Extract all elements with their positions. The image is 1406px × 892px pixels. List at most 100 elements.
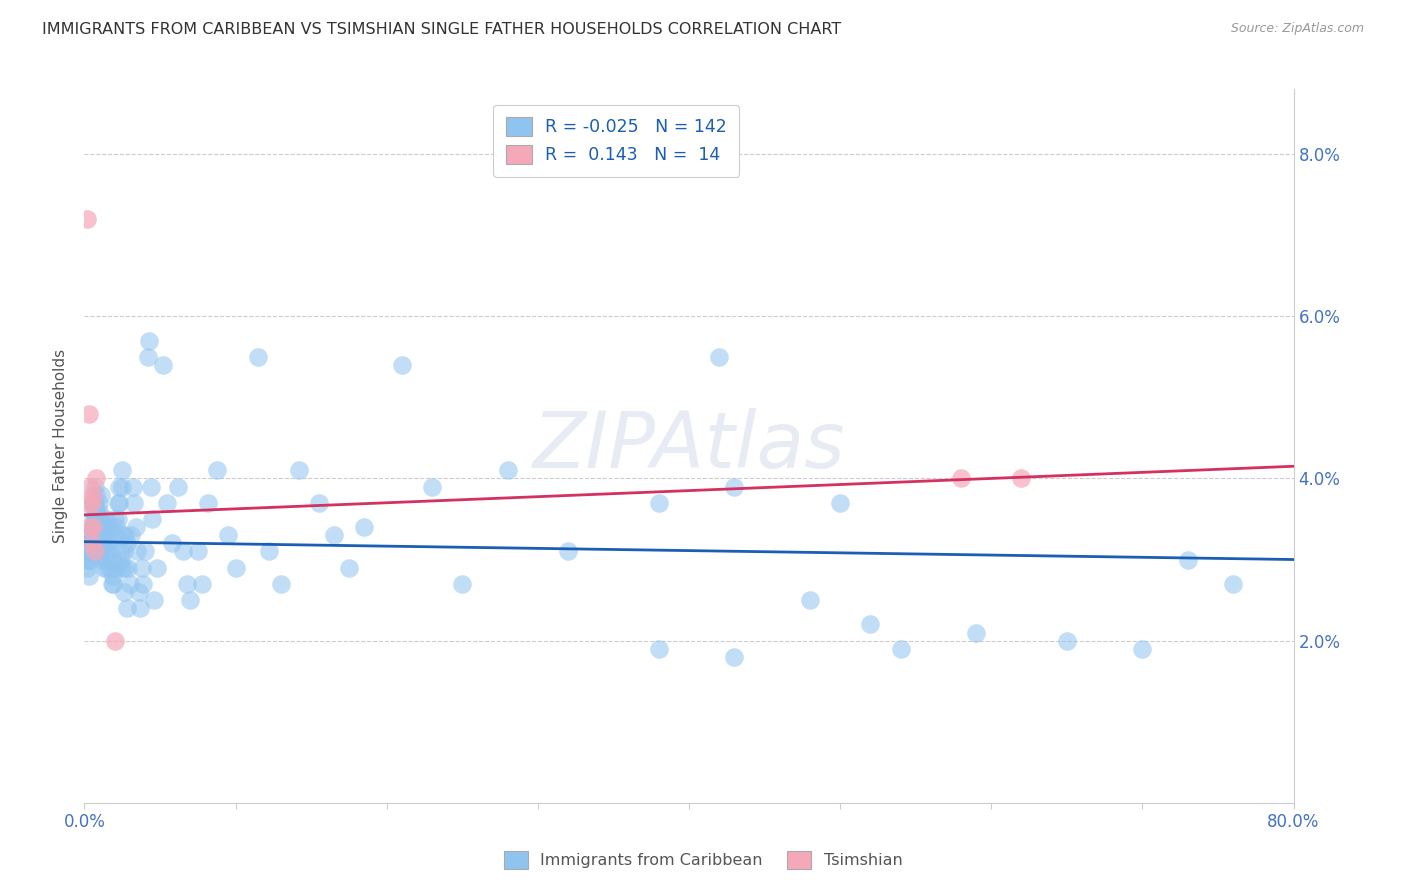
Point <box>134 544 156 558</box>
Point <box>197 496 219 510</box>
Point <box>89 496 111 510</box>
Point <box>80 528 103 542</box>
Point <box>97 520 120 534</box>
Point <box>93 528 115 542</box>
Point <box>859 617 882 632</box>
Point <box>84 544 107 558</box>
Point <box>105 560 128 574</box>
Point <box>98 560 121 574</box>
Point <box>110 544 132 558</box>
Point <box>101 577 124 591</box>
Point <box>112 544 135 558</box>
Legend: R = -0.025   N = 142, R =  0.143   N =  14: R = -0.025 N = 142, R = 0.143 N = 14 <box>494 105 740 177</box>
Point <box>80 536 103 550</box>
Point <box>82 536 104 550</box>
Point <box>115 536 138 550</box>
Point <box>451 577 474 591</box>
Point <box>225 560 247 574</box>
Point <box>91 528 114 542</box>
Point <box>79 552 101 566</box>
Point <box>118 577 141 591</box>
Point <box>110 552 132 566</box>
Point <box>139 479 162 493</box>
Point <box>80 496 103 510</box>
Point <box>94 512 117 526</box>
Point <box>115 601 138 615</box>
Point <box>132 577 155 591</box>
Point <box>84 544 107 558</box>
Point <box>121 479 143 493</box>
Point <box>496 463 519 477</box>
Point <box>104 512 127 526</box>
Point <box>90 528 112 542</box>
Point <box>129 601 152 615</box>
Point <box>77 568 100 582</box>
Point <box>648 496 671 510</box>
Point <box>87 544 110 558</box>
Point <box>391 358 413 372</box>
Point <box>86 504 108 518</box>
Point <box>89 504 111 518</box>
Point <box>100 577 122 591</box>
Point <box>156 496 179 510</box>
Point <box>217 528 239 542</box>
Point <box>257 544 280 558</box>
Point <box>108 496 131 510</box>
Point <box>1222 577 1244 591</box>
Point <box>179 593 201 607</box>
Point <box>120 528 142 542</box>
Point <box>79 479 101 493</box>
Point <box>131 560 153 574</box>
Point <box>86 504 108 518</box>
Point <box>141 512 163 526</box>
Point <box>799 593 821 607</box>
Point <box>82 488 104 502</box>
Point <box>80 536 103 550</box>
Point <box>207 463 229 477</box>
Y-axis label: Single Father Households: Single Father Households <box>52 349 67 543</box>
Point <box>90 544 112 558</box>
Point <box>89 520 111 534</box>
Point <box>288 463 311 477</box>
Point <box>89 512 111 526</box>
Point <box>111 560 134 574</box>
Point <box>830 496 852 510</box>
Point <box>87 520 110 534</box>
Point <box>146 560 169 574</box>
Point <box>950 471 973 485</box>
Point <box>98 544 121 558</box>
Point <box>104 633 127 648</box>
Point <box>111 463 134 477</box>
Point <box>82 528 104 542</box>
Point <box>82 520 104 534</box>
Point <box>79 536 101 550</box>
Point <box>104 528 127 542</box>
Point <box>112 585 135 599</box>
Point <box>79 544 101 558</box>
Point <box>86 528 108 542</box>
Point <box>128 585 150 599</box>
Point <box>82 504 104 518</box>
Point <box>1177 552 1199 566</box>
Point <box>1011 471 1033 485</box>
Point <box>1056 633 1078 648</box>
Point <box>91 552 114 566</box>
Text: IMMIGRANTS FROM CARIBBEAN VS TSIMSHIAN SINGLE FATHER HOUSEHOLDS CORRELATION CHAR: IMMIGRANTS FROM CARIBBEAN VS TSIMSHIAN S… <box>42 22 841 37</box>
Point <box>105 520 128 534</box>
Point <box>86 536 108 550</box>
Point <box>247 350 270 364</box>
Point <box>93 520 115 534</box>
Point <box>86 471 108 485</box>
Point <box>97 536 120 550</box>
Point <box>557 544 579 558</box>
Point <box>114 560 136 574</box>
Point <box>142 593 165 607</box>
Point <box>80 520 103 534</box>
Point <box>723 479 745 493</box>
Point <box>107 496 129 510</box>
Point <box>84 528 107 542</box>
Point <box>80 536 103 550</box>
Point <box>84 528 107 542</box>
Point <box>723 649 745 664</box>
Point <box>127 544 149 558</box>
